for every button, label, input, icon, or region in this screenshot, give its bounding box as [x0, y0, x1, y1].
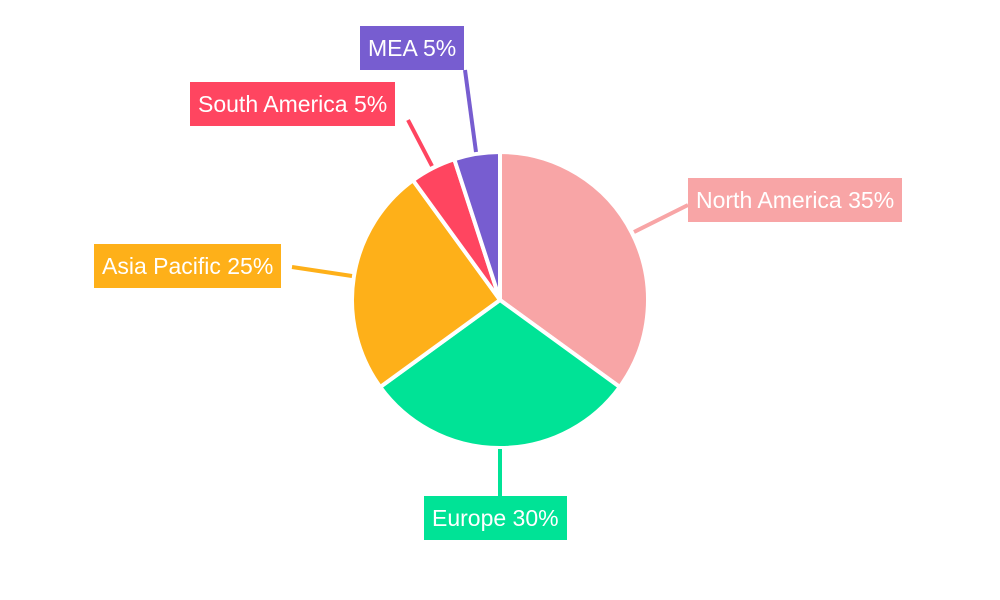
pie-slice-europe[interactable]: [377, 297, 623, 450]
data-label: South America 5%: [190, 82, 396, 126]
leader-line: [633, 203, 689, 234]
data-label: Asia Pacific 25%: [94, 244, 282, 288]
pie-slice-north-america[interactable]: [498, 149, 650, 390]
data-label: Europe 30%: [424, 496, 567, 540]
leader-line: [291, 265, 353, 278]
pie-slice-asia-pacific[interactable]: [350, 177, 503, 390]
pie-slice-mea[interactable]: [451, 149, 502, 301]
data-label: North America 35%: [688, 178, 903, 222]
leader-line: [406, 119, 434, 167]
data-label: MEA 5%: [360, 26, 465, 70]
leader-line: [463, 69, 478, 153]
